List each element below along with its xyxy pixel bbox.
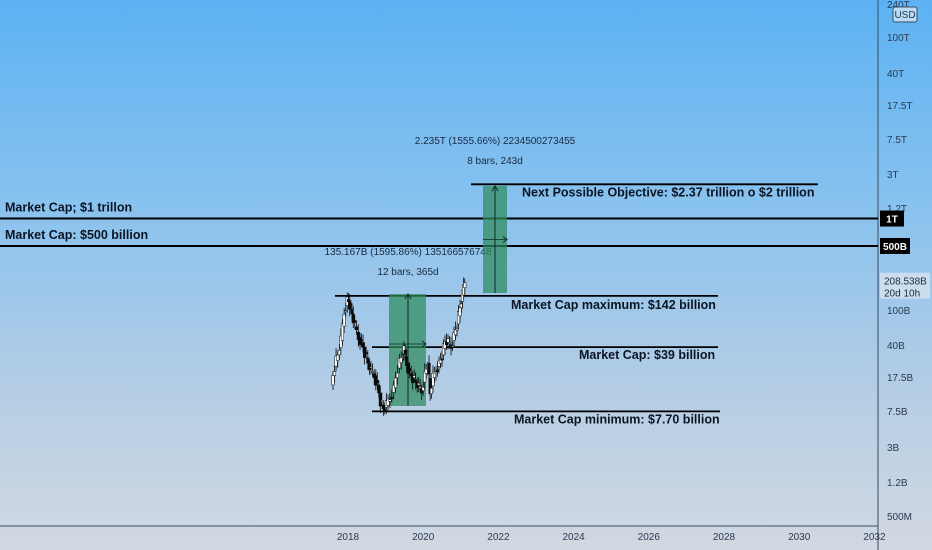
candle-body xyxy=(418,386,422,389)
candle-body xyxy=(434,371,438,375)
candle-body xyxy=(383,408,387,411)
price-tag xyxy=(880,210,904,227)
current-price-box xyxy=(880,272,930,299)
candle-body xyxy=(440,358,444,361)
time-tick-label: 2028 xyxy=(713,532,736,543)
candle-body xyxy=(369,366,373,369)
horizontal-line-label: Market Cap: $500 billion xyxy=(5,228,148,242)
measure-label-bars: 12 bars, 365d xyxy=(377,267,438,278)
level-label: Next Possible Objective: $2.37 trillion … xyxy=(522,185,814,199)
candle-body xyxy=(364,352,368,354)
time-tick-label: 2020 xyxy=(412,532,435,543)
candle-body xyxy=(421,386,425,391)
candle-body xyxy=(427,362,431,375)
candle-body xyxy=(366,357,370,364)
candle-body xyxy=(412,375,416,378)
price-tick-label: 1.2B xyxy=(887,478,908,489)
price-tick-label: 7.5T xyxy=(887,135,907,146)
price-tick-label: 100T xyxy=(887,33,910,44)
candle-body xyxy=(408,368,412,372)
price-tick-label: 40B xyxy=(887,341,905,352)
candle-body xyxy=(359,339,364,342)
measure-label-values: 2.235T (1555.66%) 2234500273455 xyxy=(415,136,576,147)
candle-body xyxy=(353,320,357,323)
candle-body xyxy=(380,400,384,402)
candle-body xyxy=(332,371,337,376)
measure-arrow-head xyxy=(491,185,499,192)
time-tick-label: 2030 xyxy=(788,532,811,543)
price-tick-label: 7.5B xyxy=(887,407,908,418)
time-tick-label: 2022 xyxy=(487,532,510,543)
price-tick-label: 500M xyxy=(887,512,912,523)
candle-body xyxy=(392,385,396,393)
candle-body xyxy=(409,373,413,376)
candle-body xyxy=(367,362,371,371)
price-tag xyxy=(880,237,910,254)
candle-body xyxy=(378,392,382,407)
candle-body xyxy=(446,338,450,343)
level-label: Market Cap: $39 billion xyxy=(579,348,715,362)
price-tag-label: 500B xyxy=(883,242,907,253)
horizontal-line-label: Market Cap; $1 trillon xyxy=(5,201,132,215)
candle-body xyxy=(354,326,359,330)
time-tick-label: 2026 xyxy=(638,532,661,543)
time-tick-label: 2024 xyxy=(562,532,585,543)
candle-body xyxy=(429,387,434,395)
candle-body xyxy=(394,377,398,388)
candles-group xyxy=(331,277,467,416)
candle-body xyxy=(397,358,401,369)
candle-body xyxy=(399,357,403,364)
candle-body xyxy=(395,372,399,379)
price-tick-label: 17.5T xyxy=(887,101,913,112)
candle-body xyxy=(450,345,455,348)
level-label: Market Cap maximum: $142 billion xyxy=(511,298,716,312)
time-tick-label: 2032 xyxy=(863,532,886,543)
currency-box xyxy=(892,6,918,23)
candle-body xyxy=(390,397,394,399)
candle-body xyxy=(342,314,346,327)
candle-body xyxy=(336,354,340,361)
candle-body xyxy=(447,342,452,344)
candle-body xyxy=(417,382,421,386)
current-price-label: 208.538B xyxy=(884,277,927,288)
candle-body xyxy=(350,308,354,315)
candle-body xyxy=(414,379,418,383)
candle-body xyxy=(386,398,390,406)
bar-countdown-label: 20d 10h xyxy=(884,289,920,300)
candle-body xyxy=(381,404,385,410)
candle-body xyxy=(458,307,462,317)
time-tick-label: 2018 xyxy=(337,532,360,543)
price-tick-label: 17.5B xyxy=(887,373,913,384)
price-tag-label: 1T xyxy=(886,215,898,226)
candle-body xyxy=(344,310,348,313)
candle-body xyxy=(455,328,459,331)
candle-body xyxy=(361,342,365,348)
currency-label: USD xyxy=(894,10,915,21)
measure-arrow-head xyxy=(404,293,412,300)
candle-body xyxy=(370,371,375,373)
candle-body xyxy=(435,369,440,372)
price-tick-label: 3B xyxy=(887,443,900,454)
candle-body xyxy=(337,349,341,356)
measure-arrow-head xyxy=(421,340,427,348)
candle-body xyxy=(403,350,407,355)
candle-body xyxy=(388,399,392,402)
measure-arrow-head xyxy=(502,236,508,243)
price-tick-label: 240T xyxy=(887,0,910,11)
candle-body xyxy=(377,384,381,394)
price-tick-label: 3T xyxy=(887,170,899,181)
price-tick-label: 100B xyxy=(887,306,911,317)
price-tick-label: 40T xyxy=(887,69,904,80)
measure-label-bars: 8 bars, 243d xyxy=(467,156,523,167)
level-label: Market Cap minimum: $7.70 billion xyxy=(514,412,720,426)
measure-label-values: 135.167B (1595.86%) 135166576748 xyxy=(325,247,492,258)
candle-body xyxy=(375,380,379,383)
candle-body xyxy=(463,282,467,288)
candle-body xyxy=(331,375,335,386)
price-tick-label: 1.2T xyxy=(887,204,907,215)
